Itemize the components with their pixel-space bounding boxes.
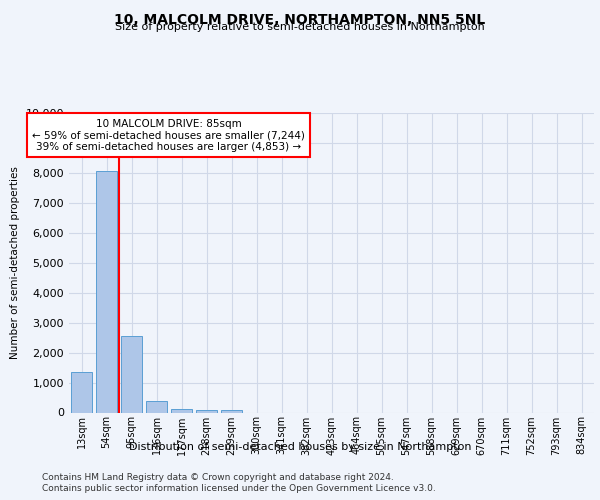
- Bar: [121, 336, 142, 412]
- Y-axis label: Number of semi-detached properties: Number of semi-detached properties: [10, 166, 20, 359]
- Bar: [196, 410, 217, 412]
- Bar: [146, 401, 167, 412]
- Bar: [96, 171, 117, 412]
- Bar: [221, 410, 242, 412]
- Text: Distribution of semi-detached houses by size in Northampton: Distribution of semi-detached houses by …: [129, 442, 471, 452]
- Text: 10 MALCOLM DRIVE: 85sqm
← 59% of semi-detached houses are smaller (7,244)
39% of: 10 MALCOLM DRIVE: 85sqm ← 59% of semi-de…: [32, 118, 305, 152]
- Bar: [71, 372, 92, 412]
- Text: Contains public sector information licensed under the Open Government Licence v3: Contains public sector information licen…: [42, 484, 436, 493]
- Text: Size of property relative to semi-detached houses in Northampton: Size of property relative to semi-detach…: [115, 22, 485, 32]
- Text: 10, MALCOLM DRIVE, NORTHAMPTON, NN5 5NL: 10, MALCOLM DRIVE, NORTHAMPTON, NN5 5NL: [115, 12, 485, 26]
- Text: Contains HM Land Registry data © Crown copyright and database right 2024.: Contains HM Land Registry data © Crown c…: [42, 472, 394, 482]
- Bar: [171, 408, 192, 412]
